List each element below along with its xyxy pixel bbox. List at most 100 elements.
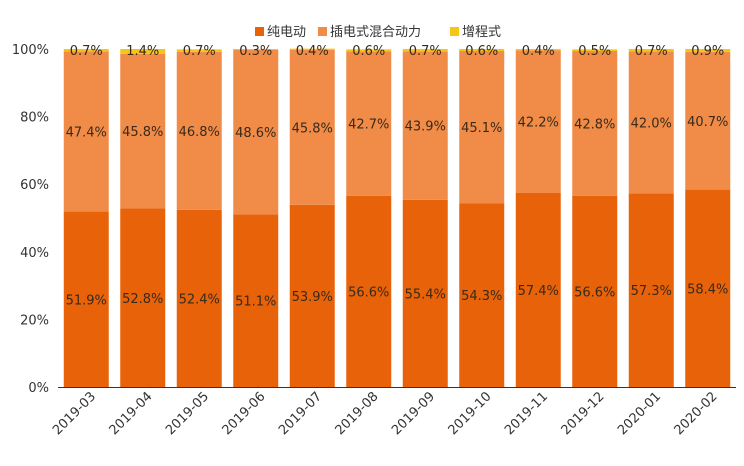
legend-swatch-0 — [255, 27, 264, 36]
x-tick-label-2019-11: 2019-11 — [502, 389, 551, 438]
y-tick-label-0: 0% — [28, 381, 49, 396]
bar-2019-11-series-1 — [515, 50, 561, 193]
data-label-2019-10-series-2: 0.6% — [465, 44, 498, 59]
data-label-2019-03-series-2: 0.7% — [70, 44, 103, 59]
bar-2019-10-series-0 — [459, 203, 505, 387]
bar-2019-08-series-2 — [346, 49, 392, 52]
data-label-2019-09-series-1: 43.9% — [405, 120, 446, 135]
bar-2019-03-series-2 — [63, 49, 109, 52]
legend-swatch-1 — [318, 27, 327, 36]
data-label-2019-05-series-0: 52.4% — [179, 292, 220, 307]
bar-2019-12-series-1 — [572, 51, 618, 196]
bar-2019-09-series-2 — [402, 49, 448, 52]
bar-2019-04-series-0 — [120, 208, 166, 387]
data-label-2019-06-series-1: 48.6% — [235, 126, 276, 141]
bar-2020-01-series-2 — [628, 49, 674, 52]
data-label-2019-11-series-0: 57.4% — [518, 284, 559, 299]
bar-2019-07-series-1 — [289, 50, 335, 205]
bar-2019-12-series-2 — [572, 49, 618, 52]
data-label-2019-05-series-1: 46.8% — [179, 125, 220, 140]
bar-2019-12-series-0 — [572, 195, 618, 387]
legend-label-2: 增程式 — [462, 25, 501, 40]
data-label-2019-06-series-0: 51.1% — [235, 295, 276, 310]
data-label-2020-02-series-1: 40.7% — [687, 115, 728, 130]
bar-2019-07-series-0 — [289, 204, 335, 387]
data-labels-layer: 51.9% 47.4% 0.7% 52.8% 45.8% 1.4% 52.4% 46.8% 0.… — [66, 44, 729, 310]
data-label-2019-10-series-1: 45.1% — [461, 121, 502, 136]
data-label-2019-11-series-2: 0.4% — [522, 44, 555, 59]
data-label-2019-12-series-0: 56.6% — [574, 285, 615, 300]
data-label-2020-01-series-1: 42.0% — [631, 116, 672, 131]
bar-2020-02-series-2 — [685, 49, 731, 53]
bar-2019-04-series-2 — [120, 49, 166, 54]
data-label-2019-08-series-0: 56.6% — [348, 285, 389, 300]
bar-2020-02-series-0 — [685, 189, 731, 387]
data-label-2019-07-series-1: 45.8% — [292, 121, 333, 136]
x-tick-label-2020-02: 2020-02 — [672, 389, 721, 438]
bar-2020-01-series-1 — [628, 51, 674, 194]
x-tick-label-2019-12: 2019-12 — [559, 389, 608, 438]
x-tick-label-2019-03: 2019-03 — [50, 389, 99, 438]
data-label-2020-01-series-2: 0.7% — [635, 44, 668, 59]
y-tick-label-80: 80% — [20, 111, 49, 126]
data-label-2019-05-series-2: 0.7% — [183, 44, 216, 59]
bar-2019-04-series-1 — [120, 53, 166, 209]
bar-2020-02-series-1 — [685, 52, 731, 190]
data-label-2019-10-series-0: 54.3% — [461, 289, 502, 304]
bar-2019-08-series-0 — [346, 195, 392, 387]
x-axis: 2019-03 2019-04 2019-05 2019-06 2019-07 2019-… — [50, 387, 736, 438]
bar-2019-06-series-2 — [233, 49, 279, 51]
data-label-2020-02-series-2: 0.9% — [691, 44, 724, 59]
x-tick-label-2019-10: 2019-10 — [446, 389, 495, 438]
y-tick-label-40: 40% — [20, 246, 49, 261]
data-label-2020-02-series-0: 58.4% — [687, 282, 728, 297]
bar-2019-05-series-2 — [176, 49, 222, 52]
data-label-2019-12-series-1: 42.8% — [574, 117, 615, 132]
y-axis: 0% 20% 40% 60% 80% 100% — [12, 43, 49, 396]
data-label-2019-04-series-1: 45.8% — [122, 125, 163, 140]
y-tick-label-20: 20% — [20, 313, 49, 328]
y-tick-label-100: 100% — [12, 43, 49, 58]
legend-label-0: 纯电动 — [267, 25, 306, 40]
bar-2020-01-series-0 — [628, 193, 674, 387]
bar-2019-09-series-0 — [402, 199, 448, 387]
data-label-2019-04-series-0: 52.8% — [122, 292, 163, 307]
data-label-2019-09-series-2: 0.7% — [409, 44, 442, 59]
bar-2019-07-series-2 — [289, 48, 335, 51]
bar-2019-03-series-1 — [63, 51, 109, 212]
data-label-2019-03-series-1: 47.4% — [66, 125, 107, 140]
y-tick-label-60: 60% — [20, 178, 49, 193]
data-label-2019-07-series-2: 0.4% — [296, 44, 329, 59]
bar-2019-06-series-0 — [233, 214, 279, 387]
x-tick-label-2019-09: 2019-09 — [389, 389, 438, 438]
bar-2019-06-series-1 — [233, 50, 279, 215]
x-tick-label-2019-08: 2019-08 — [333, 389, 382, 438]
bar-2019-11-series-0 — [515, 192, 561, 387]
data-label-2020-01-series-0: 57.3% — [631, 284, 672, 299]
bar-2019-08-series-1 — [346, 51, 392, 196]
bar-2019-11-series-2 — [515, 49, 561, 51]
data-label-2019-08-series-1: 42.7% — [348, 118, 389, 133]
data-label-2019-07-series-0: 53.9% — [292, 290, 333, 305]
x-tick-label-2020-01: 2020-01 — [615, 389, 664, 438]
bar-2019-05-series-1 — [176, 51, 222, 210]
bar-2019-05-series-0 — [176, 209, 222, 387]
chart-legend: 纯电动 插电式混合动力 增程式 — [255, 25, 501, 40]
x-tick-label-2019-04: 2019-04 — [107, 389, 156, 438]
legend-label-1: 插电式混合动力 — [330, 25, 421, 40]
data-label-2019-09-series-0: 55.4% — [405, 287, 446, 302]
bars-layer — [63, 48, 731, 387]
bar-2019-03-series-0 — [63, 211, 109, 387]
legend-swatch-2 — [450, 27, 459, 36]
bar-2019-10-series-2 — [459, 49, 505, 52]
bar-2019-10-series-1 — [459, 51, 505, 204]
data-label-2019-04-series-2: 1.4% — [126, 44, 159, 59]
data-label-2019-11-series-1: 42.2% — [518, 116, 559, 131]
x-tick-label-2019-06: 2019-06 — [220, 389, 269, 438]
data-label-2019-12-series-2: 0.5% — [578, 44, 611, 59]
x-tick-label-2019-05: 2019-05 — [163, 389, 212, 438]
data-label-2019-08-series-2: 0.6% — [352, 44, 385, 59]
x-tick-label-2019-07: 2019-07 — [276, 389, 325, 438]
bar-2019-09-series-1 — [402, 51, 448, 200]
